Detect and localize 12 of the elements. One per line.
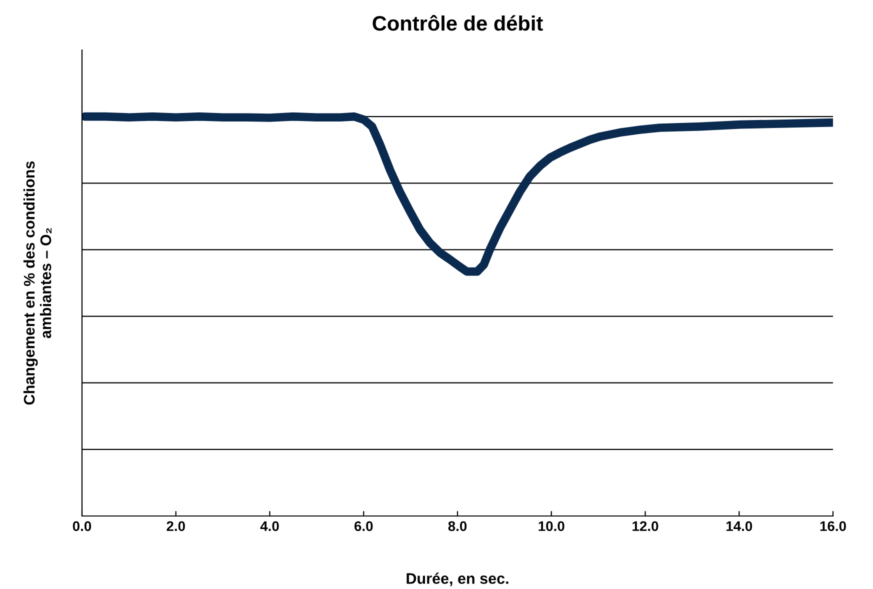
x-tick-label: 4.0 bbox=[260, 521, 279, 532]
x-axis-title: Durée, en sec. bbox=[406, 572, 508, 586]
x-tick-label: 10.0 bbox=[538, 521, 564, 532]
x-tick-label: 8.0 bbox=[448, 521, 467, 532]
y-axis-title: Changement en % des conditions ambiantes – O₂ bbox=[23, 161, 52, 405]
x-tick-label: 2.0 bbox=[166, 521, 185, 532]
chart-title: Contrôle de débit bbox=[372, 15, 543, 31]
x-tick-label: 16.0 bbox=[820, 521, 846, 532]
x-tick-label: 14.0 bbox=[726, 521, 752, 532]
x-tick-label: 0.0 bbox=[72, 521, 92, 532]
x-tick-label: 6.0 bbox=[354, 521, 373, 532]
x-tick-label: 12.0 bbox=[632, 521, 658, 532]
